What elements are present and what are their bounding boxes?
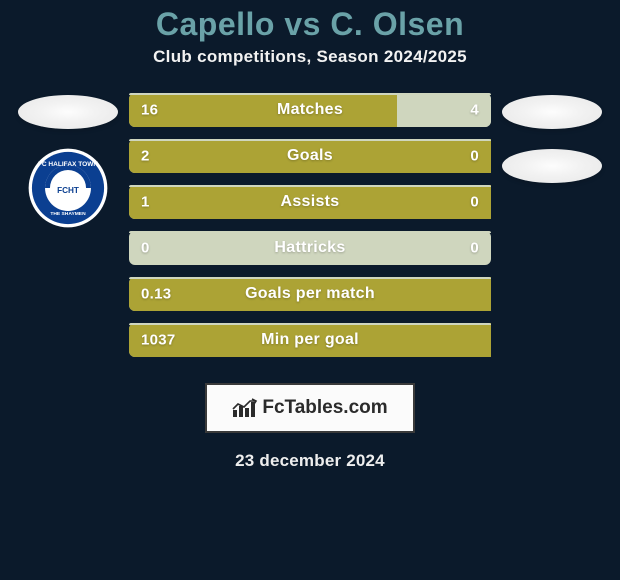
avatar-right-2 [502, 149, 602, 183]
bar-top-border [129, 139, 491, 141]
date-label: 23 december 2024 [0, 451, 620, 471]
bar-top-border [129, 277, 491, 279]
stat-row-min-per-goal: 1037 Min per goal [129, 323, 491, 357]
page-title: Capello vs C. Olsen [0, 0, 620, 47]
left-column: FC HALIFAX TOWN THE SHAYMEN FCHT [17, 93, 119, 229]
stat-value-left: 1 [141, 194, 150, 211]
bar-top-border [129, 93, 491, 95]
crest-text-center: FCHT [57, 186, 79, 195]
stat-label: Hattricks [274, 239, 345, 257]
avatar-right-1 [502, 95, 602, 129]
stat-row-assists: 1 0 Assists [129, 185, 491, 219]
stat-value-right: 0 [470, 148, 479, 165]
stat-value-right: 4 [470, 102, 479, 119]
crest-text-top: FC HALIFAX TOWN [38, 161, 99, 168]
title-player-left: Capello [156, 6, 275, 42]
stat-value-left: 2 [141, 148, 150, 165]
stat-label: Goals [287, 147, 333, 165]
bar-top-border [129, 323, 491, 325]
stat-value-left: 0.13 [141, 286, 171, 303]
stat-row-hattricks: 0 0 Hattricks [129, 231, 491, 265]
stat-label: Matches [277, 101, 343, 119]
comparison-card: Capello vs C. Olsen Club competitions, S… [0, 0, 620, 580]
stat-value-left: 16 [141, 102, 158, 119]
title-vs: vs [284, 6, 321, 42]
stat-value-right: 0 [470, 240, 479, 257]
bar-right-segment [426, 93, 491, 127]
stat-row-goals: 2 0 Goals [129, 139, 491, 173]
stat-value-left: 0 [141, 240, 150, 257]
bar-top-border [129, 185, 491, 187]
chart-icon [232, 398, 258, 418]
fctables-logo[interactable]: FcTables.com [205, 383, 415, 433]
stat-value-left: 1037 [141, 332, 176, 349]
bar-top-border [129, 231, 491, 233]
stat-label: Goals per match [245, 285, 375, 303]
crest-text-bottom: THE SHAYMEN [50, 211, 86, 217]
stat-row-goals-per-match: 0.13 Goals per match [129, 277, 491, 311]
right-column [501, 93, 603, 183]
fctables-logo-text: FcTables.com [262, 397, 387, 419]
subtitle: Club competitions, Season 2024/2025 [0, 47, 620, 67]
stat-label: Min per goal [261, 331, 359, 349]
bar-left-segment [129, 93, 397, 127]
stat-label: Assists [280, 193, 339, 211]
team-crest-left: FC HALIFAX TOWN THE SHAYMEN FCHT [27, 147, 109, 229]
stat-bars: 16 4 Matches 2 0 Goals 1 0 Assists 0 0 Hattricks 0.1… [129, 93, 491, 357]
stat-value-right: 0 [470, 194, 479, 211]
title-player-right: C. Olsen [330, 6, 464, 42]
stat-row-matches: 16 4 Matches [129, 93, 491, 127]
avatar-left [18, 95, 118, 129]
main-row: FC HALIFAX TOWN THE SHAYMEN FCHT 16 4 Matc… [0, 93, 620, 357]
